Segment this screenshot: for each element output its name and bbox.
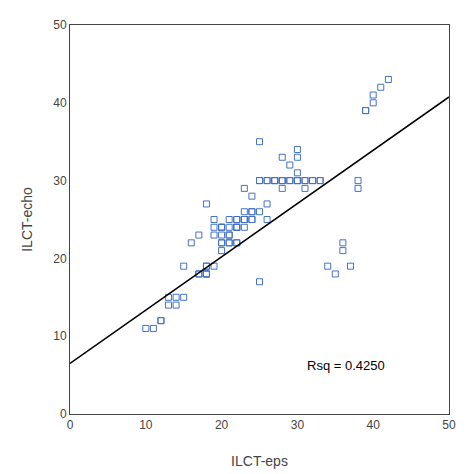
svg-text:20: 20 <box>53 252 67 266</box>
svg-text:40: 40 <box>367 418 381 432</box>
svg-text:ILCT-eps: ILCT-eps <box>231 453 288 469</box>
svg-text:40: 40 <box>53 96 67 110</box>
svg-text:10: 10 <box>53 329 67 343</box>
svg-text:ILCT-echo: ILCT-echo <box>19 187 35 252</box>
svg-text:50: 50 <box>442 418 456 432</box>
svg-text:10: 10 <box>139 418 153 432</box>
svg-text:30: 30 <box>291 418 305 432</box>
svg-text:0: 0 <box>67 418 74 432</box>
svg-text:Rsq = 0.4250: Rsq = 0.4250 <box>307 358 385 373</box>
svg-text:30: 30 <box>53 174 67 188</box>
svg-text:0: 0 <box>60 407 67 421</box>
svg-text:50: 50 <box>53 18 67 32</box>
svg-text:20: 20 <box>215 418 229 432</box>
